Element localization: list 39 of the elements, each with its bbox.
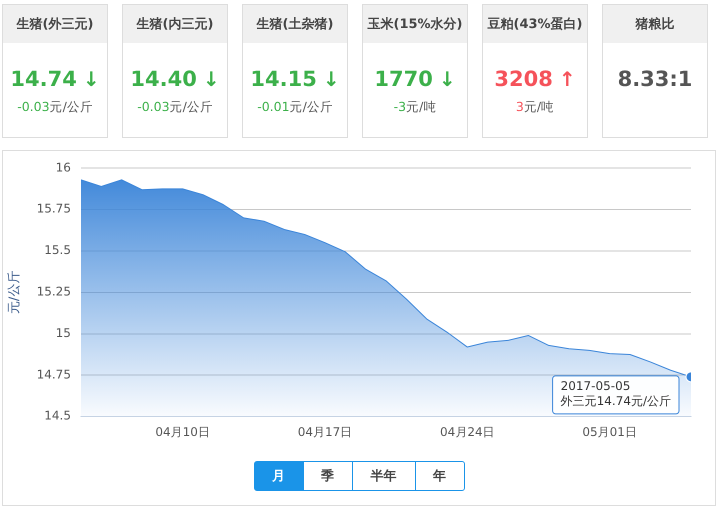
text: 玉米(15%水分) [363, 5, 467, 43]
text: 豆粕(43%蛋白) [483, 5, 587, 43]
text: 14.40 [130, 67, 197, 91]
text: 生猪(土杂猪) [243, 5, 347, 43]
text: 生猪(内三元) [123, 5, 227, 43]
text: -3元/吨 [392, 99, 438, 116]
text: ↓ [82, 67, 100, 91]
x-tick-label: 04月10日 [155, 424, 210, 439]
y-tick-label: 15 [56, 326, 71, 340]
text: ↓ [202, 67, 220, 91]
y-tick-label: 15.75 [36, 202, 71, 216]
text: 14.15 [250, 67, 317, 91]
x-tick-label: 05月01日 [582, 424, 637, 439]
y-tick-label: 14.5 [44, 408, 71, 423]
text: 猪粮比 [603, 5, 707, 43]
text: -0.01元/公斤 [256, 99, 334, 116]
text: 14.74 [10, 67, 77, 91]
text: -0.03元/公斤 [136, 99, 214, 116]
text: 季 [302, 461, 352, 491]
text: ↓ [438, 67, 456, 91]
x-tick-label: 04月24日 [440, 424, 495, 439]
text: 年 [414, 461, 464, 491]
text: 1770 [374, 67, 433, 91]
text: 3元/吨 [514, 99, 556, 116]
text: 半年 [352, 461, 416, 491]
text: -0.03元/公斤 [16, 99, 94, 116]
text: ↑ [558, 67, 576, 91]
annotation: 2017-05-05 外三元14.74元/公斤 [560, 378, 672, 408]
text: ↓ [322, 67, 340, 91]
y-tick-label: 15.25 [36, 284, 71, 299]
y-tick-label: 15.5 [44, 243, 71, 258]
x-tick-label: 04月17日 [298, 424, 352, 439]
text: 8.33:1 [618, 67, 692, 91]
y-axis-title: 元/公斤 [7, 270, 22, 314]
text: 月 [254, 461, 304, 491]
y-tick-label: 16 [56, 160, 71, 174]
text: 生猪(外三元) [3, 5, 107, 43]
text: 3208 [494, 67, 553, 91]
y-tick-label: 14.75 [36, 367, 71, 382]
